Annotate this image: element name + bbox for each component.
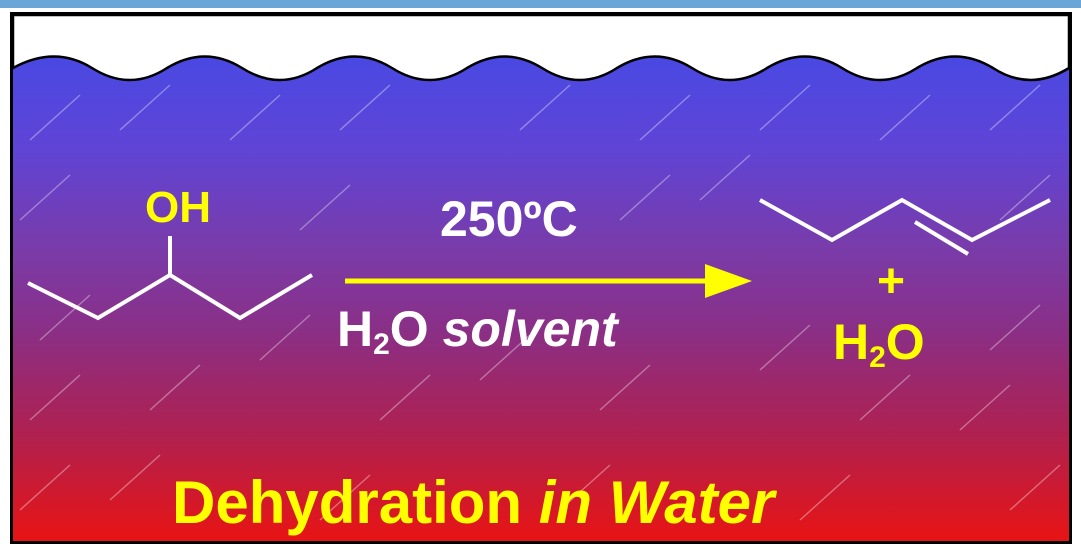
water-subscript: 2 [869, 341, 886, 374]
plus-sign: + [877, 255, 906, 308]
solvent-label: H2O solvent [337, 300, 618, 362]
caption-main: Dehydration [172, 469, 523, 536]
cloud-band [11, 13, 1071, 82]
water-product-label: H2O [833, 313, 925, 375]
temperature-label: 250ºC [440, 191, 578, 247]
rain-streaks [19, 84, 1061, 521]
water-o: O [885, 314, 925, 370]
caption-title: Dehydration in Water [172, 468, 774, 537]
double-bond-line [913, 220, 970, 256]
top-border-strip [0, 0, 1081, 8]
water-background-panel [10, 12, 1072, 544]
solvent-h: H [337, 301, 374, 357]
caption-italic: in Water [538, 469, 775, 536]
hydroxyl-label: OH [145, 183, 211, 232]
solvent-o: O [389, 301, 429, 357]
reaction-arrow-head [705, 264, 752, 298]
solvent-word: solvent [442, 301, 618, 357]
solvent-subscript: 2 [373, 328, 390, 361]
product-skeleton [759, 197, 1051, 243]
water-h: H [833, 314, 870, 370]
